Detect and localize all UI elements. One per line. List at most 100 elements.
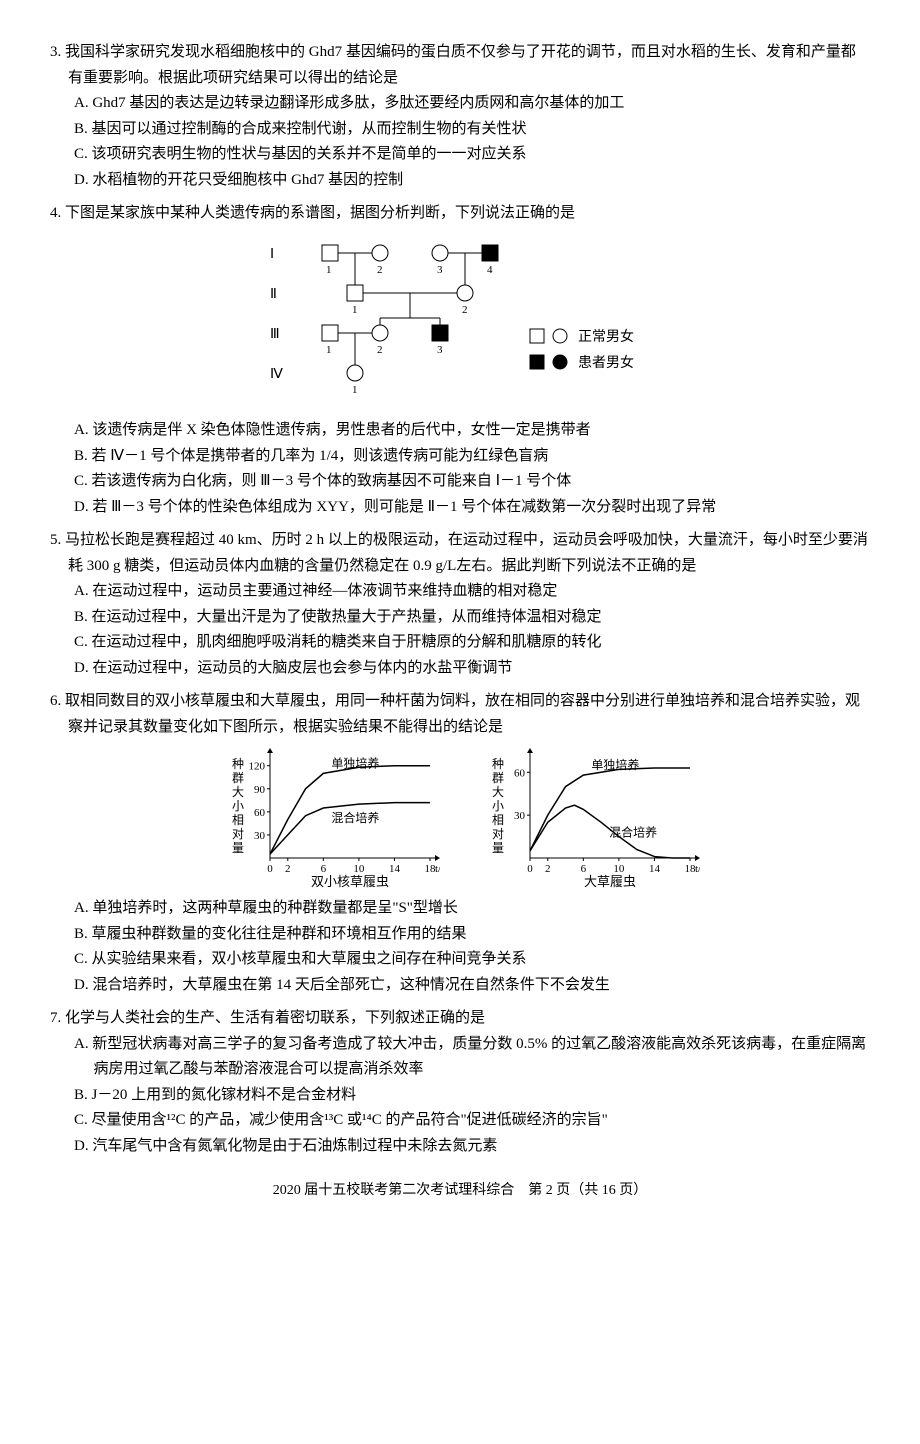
ped-III-1 bbox=[322, 325, 338, 341]
svg-text:1: 1 bbox=[326, 264, 332, 276]
legend-normal-text: 正常男女 bbox=[578, 328, 634, 345]
svg-text:60: 60 bbox=[254, 807, 266, 819]
svg-text:单独培养: 单独培养 bbox=[591, 757, 639, 772]
q7-option-b: B. J－20 上用到的氮化镓材料不是合金材料 bbox=[74, 1083, 870, 1109]
q5-options: A. 在运动过程中，运动员主要通过神经—体液调节来维持血糖的相对稳定 B. 在运… bbox=[50, 579, 870, 681]
q5-option-c: C. 在运动过程中，肌肉细胞呼吸消耗的糖类来自于肝糖原的分解和肌糖原的转化 bbox=[74, 630, 870, 656]
q4-options: A. 该遗传病是伴 X 染色体隐性遗传病，男性患者的后代中，女性一定是携带者 B… bbox=[50, 418, 870, 520]
svg-text:量: 量 bbox=[232, 841, 244, 855]
svg-text:单独培养: 单独培养 bbox=[331, 755, 379, 770]
svg-text:相: 相 bbox=[232, 813, 244, 827]
svg-text:大草履虫: 大草履虫 bbox=[584, 874, 636, 888]
legend-affected-circle bbox=[553, 355, 567, 369]
pedigree-figure: Ⅰ Ⅱ Ⅲ Ⅳ 1 2 3 4 1 bbox=[50, 233, 870, 413]
svg-text:群: 群 bbox=[492, 771, 504, 785]
ped-I-2 bbox=[372, 245, 388, 261]
svg-text:1: 1 bbox=[352, 304, 358, 316]
svg-text:3: 3 bbox=[437, 264, 443, 276]
row-label-3: Ⅲ bbox=[270, 327, 280, 342]
svg-text:1: 1 bbox=[352, 384, 358, 396]
row-label-2: Ⅱ bbox=[270, 287, 277, 302]
q4-option-a: A. 该遗传病是伴 X 染色体隐性遗传病，男性患者的后代中，女性一定是携带者 bbox=[74, 418, 870, 444]
ped-III-2 bbox=[372, 325, 388, 341]
svg-text:混合培养: 混合培养 bbox=[609, 824, 657, 839]
question-4: 4. 下图是某家族中某种人类遗传病的系谱图，据图分析判断，下列说法正确的是 Ⅰ … bbox=[50, 201, 870, 520]
svg-text:种: 种 bbox=[232, 757, 244, 771]
q7-options: A. 新型冠状病毒对高三学子的复习备考造成了较大冲击，质量分数 0.5% 的过氧… bbox=[50, 1032, 870, 1160]
svg-text:相: 相 bbox=[492, 813, 504, 827]
svg-text:14: 14 bbox=[389, 863, 401, 875]
chart-right: 3060026101418t/d种群大小相对量单独培养混合培养大草履虫 bbox=[480, 748, 700, 888]
q3-option-b: B. 基因可以通过控制酶的合成来控制代谢，从而控制生物的有关性状 bbox=[74, 117, 870, 143]
svg-text:双小核草履虫: 双小核草履虫 bbox=[311, 874, 389, 888]
svg-text:60: 60 bbox=[514, 767, 526, 779]
svg-text:14: 14 bbox=[649, 863, 661, 875]
q6-option-d: D. 混合培养时，大草履虫在第 14 天后全部死亡，这种情况在自然条件下不会发生 bbox=[74, 973, 870, 999]
svg-text:1: 1 bbox=[326, 344, 332, 356]
pedigree-svg: Ⅰ Ⅱ Ⅲ Ⅳ 1 2 3 4 1 bbox=[240, 233, 680, 403]
svg-text:120: 120 bbox=[249, 761, 266, 773]
svg-text:90: 90 bbox=[254, 784, 266, 796]
q5-option-d: D. 在运动过程中，运动员的大脑皮层也会参与体内的水盐平衡调节 bbox=[74, 656, 870, 682]
q7-option-c: C. 尽量使用含¹²C 的产品，减少使用含¹³C 或¹⁴C 的产品符合"促进低碳… bbox=[74, 1108, 870, 1134]
ped-III-3 bbox=[432, 325, 448, 341]
question-7: 7. 化学与人类社会的生产、生活有着密切联系，下列叙述正确的是 A. 新型冠状病… bbox=[50, 1006, 870, 1159]
q5-stem: 5. 马拉松长跑是赛程超过 40 km、历时 2 h 以上的极限运动，在运动过程… bbox=[50, 528, 870, 579]
svg-text:大: 大 bbox=[492, 785, 504, 799]
q6-option-b: B. 草履虫种群数量的变化往往是种群和环境相互作用的结果 bbox=[74, 922, 870, 948]
q3-option-d: D. 水稻植物的开花只受细胞核中 Ghd7 基因的控制 bbox=[74, 168, 870, 194]
q4-option-c: C. 若该遗传病为白化病，则 Ⅲ－3 号个体的致病基因不可能来自 Ⅰ－1 号个体 bbox=[74, 469, 870, 495]
svg-text:2: 2 bbox=[377, 344, 383, 356]
question-3: 3. 我国科学家研究发现水稻细胞核中的 Ghd7 基因编码的蛋白质不仅参与了开花… bbox=[50, 40, 870, 193]
svg-text:种: 种 bbox=[492, 757, 504, 771]
ped-I-1 bbox=[322, 245, 338, 261]
q6-stem: 6. 取相同数目的双小核草履虫和大草履虫，用同一种杆菌为饲料，放在相同的容器中分… bbox=[50, 689, 870, 740]
svg-text:小: 小 bbox=[492, 799, 504, 813]
q3-option-c: C. 该项研究表明生物的性状与基因的关系并不是简单的一一对应关系 bbox=[74, 142, 870, 168]
svg-text:量: 量 bbox=[492, 841, 504, 855]
svg-text:t/d: t/d bbox=[435, 863, 440, 875]
svg-text:2: 2 bbox=[545, 863, 551, 875]
q6-option-c: C. 从实验结果来看，双小核草履虫和大草履虫之间存在种间竞争关系 bbox=[74, 947, 870, 973]
q4-option-d: D. 若 Ⅲ－3 号个体的性染色体组成为 XYY，则可能是 Ⅱ－1 号个体在减数… bbox=[74, 495, 870, 521]
svg-text:2: 2 bbox=[285, 863, 291, 875]
svg-text:大: 大 bbox=[232, 785, 244, 799]
q3-options: A. Ghd7 基因的表达是边转录边翻译形成多肽，多肽还要经内质网和高尔基体的加… bbox=[50, 91, 870, 193]
svg-text:群: 群 bbox=[232, 771, 244, 785]
page-footer: 2020 届十五校联考第二次考试理科综合 第 2 页（共 16 页） bbox=[50, 1179, 870, 1203]
ped-I-3 bbox=[432, 245, 448, 261]
svg-text:对: 对 bbox=[232, 827, 244, 841]
legend-normal-circle bbox=[553, 329, 567, 343]
ped-I-4 bbox=[482, 245, 498, 261]
svg-text:3: 3 bbox=[437, 344, 443, 356]
charts-container: 306090120026101418t/d种群大小相对量单独培养混合培养双小核草… bbox=[50, 748, 870, 888]
ped-IV-1 bbox=[347, 365, 363, 381]
q3-option-a: A. Ghd7 基因的表达是边转录边翻译形成多肽，多肽还要经内质网和高尔基体的加… bbox=[74, 91, 870, 117]
svg-text:对: 对 bbox=[492, 827, 504, 841]
q7-option-d: D. 汽车尾气中含有氮氧化物是由于石油炼制过程中未除去氮元素 bbox=[74, 1134, 870, 1160]
svg-text:0: 0 bbox=[527, 863, 533, 875]
q3-stem: 3. 我国科学家研究发现水稻细胞核中的 Ghd7 基因编码的蛋白质不仅参与了开花… bbox=[50, 40, 870, 91]
q5-option-a: A. 在运动过程中，运动员主要通过神经—体液调节来维持血糖的相对稳定 bbox=[74, 579, 870, 605]
legend-affected-square bbox=[530, 355, 544, 369]
row-label-1: Ⅰ bbox=[270, 247, 274, 262]
svg-text:小: 小 bbox=[232, 799, 244, 813]
q6-options: A. 单独培养时，这两种草履虫的种群数量都是呈"S"型增长 B. 草履虫种群数量… bbox=[50, 896, 870, 998]
q6-option-a: A. 单独培养时，这两种草履虫的种群数量都是呈"S"型增长 bbox=[74, 896, 870, 922]
chart-left: 306090120026101418t/d种群大小相对量单独培养混合培养双小核草… bbox=[220, 748, 440, 888]
q7-stem: 7. 化学与人类社会的生产、生活有着密切联系，下列叙述正确的是 bbox=[50, 1006, 870, 1032]
legend-affected-text: 患者男女 bbox=[578, 354, 634, 371]
q4-stem: 4. 下图是某家族中某种人类遗传病的系谱图，据图分析判断，下列说法正确的是 bbox=[50, 201, 870, 227]
svg-text:30: 30 bbox=[254, 830, 266, 842]
svg-text:2: 2 bbox=[377, 264, 383, 276]
row-label-4: Ⅳ bbox=[270, 367, 283, 382]
question-5: 5. 马拉松长跑是赛程超过 40 km、历时 2 h 以上的极限运动，在运动过程… bbox=[50, 528, 870, 681]
ped-II-2 bbox=[457, 285, 473, 301]
svg-text:t/d: t/d bbox=[695, 863, 700, 875]
q7-option-a: A. 新型冠状病毒对高三学子的复习备考造成了较大冲击，质量分数 0.5% 的过氧… bbox=[74, 1032, 870, 1083]
q4-option-b: B. 若 Ⅳ－1 号个体是携带者的几率为 1/4，则该遗传病可能为红绿色盲病 bbox=[74, 444, 870, 470]
svg-text:30: 30 bbox=[514, 810, 526, 822]
svg-text:4: 4 bbox=[487, 264, 493, 276]
svg-text:混合培养: 混合培养 bbox=[331, 810, 379, 825]
ped-II-1 bbox=[347, 285, 363, 301]
